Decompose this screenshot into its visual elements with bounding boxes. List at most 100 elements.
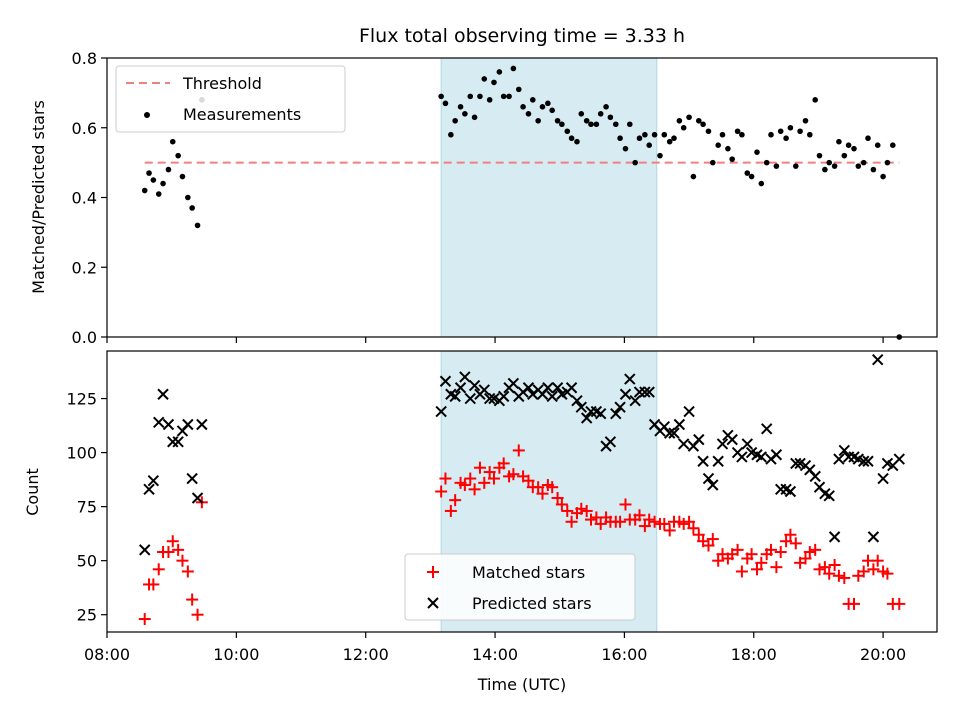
measurement-point: [860, 159, 867, 166]
predicted-star-point: [610, 407, 622, 420]
predicted-star-point: [760, 423, 773, 435]
predicted-star-point: [565, 382, 578, 394]
predicted-star-point: [673, 418, 686, 431]
measurement-point: [622, 145, 629, 152]
matched-star-point: [594, 517, 607, 530]
matched-star-point: [867, 563, 880, 576]
y-tick-label: 0.0: [72, 328, 97, 347]
matched-star-point: [784, 528, 797, 541]
predicted-star-point: [575, 401, 587, 413]
matched-star-point: [828, 558, 841, 571]
matched-star-point: [478, 476, 491, 489]
measurement-point: [593, 121, 600, 128]
predicted-star-point: [877, 472, 889, 485]
predicted-star-point: [770, 449, 783, 461]
measurement-point: [822, 166, 828, 173]
y-tick-label: 0.8: [72, 49, 97, 68]
matched-star-point: [823, 567, 836, 580]
predicted-star-point: [707, 479, 719, 491]
predicted-star-point: [162, 418, 175, 431]
matched-star-point: [497, 457, 510, 470]
top-panel: 0.00.20.40.60.8 Matched/Predicted stars …: [29, 49, 938, 347]
measurement-point: [744, 170, 751, 176]
predicted-star-point: [833, 453, 845, 465]
matched-star-point: [677, 517, 690, 530]
matched-star-point: [176, 554, 189, 567]
predicted-star-point: [464, 392, 476, 405]
matched-star-point: [512, 444, 525, 457]
matched-star-point: [813, 563, 826, 576]
measurement-point: [141, 187, 148, 194]
measurement-point: [578, 111, 585, 117]
matched-star-point: [483, 466, 496, 479]
matched-star-point: [838, 571, 851, 584]
top-y-axis-ticks: 0.0 0.2 0.4 0.6 0.8: [72, 49, 107, 347]
predicted-star-point: [663, 427, 676, 439]
matched-star-point: [565, 515, 578, 528]
measurement-point: [636, 135, 643, 142]
measurement-point: [763, 159, 770, 166]
matched-star-point: [702, 539, 715, 552]
y-tick-label: 0.6: [72, 119, 97, 138]
measurement-point: [617, 135, 623, 142]
matched-star-point: [648, 515, 661, 528]
measurement-point: [826, 159, 833, 166]
matched-star-point: [584, 513, 597, 526]
measurement-point: [855, 163, 862, 169]
matched-star-point: [818, 561, 831, 574]
predicted-star-point: [439, 375, 452, 387]
predicted-star-point: [784, 485, 797, 498]
measurement-point: [890, 142, 896, 148]
predicted-star-point: [182, 418, 194, 431]
measurement-point: [467, 93, 474, 100]
predicted-star-point: [624, 373, 636, 385]
legend-predicted-label: Predicted stars: [472, 594, 592, 613]
predicted-star-point: [726, 433, 738, 446]
predicted-star-point: [435, 405, 447, 418]
measurement-point: [477, 93, 483, 100]
predicted-star-point: [677, 438, 690, 450]
matched-star-point: [848, 597, 860, 610]
measurement-point: [666, 138, 673, 145]
x-tick-label: 18:00: [731, 645, 777, 664]
measurement-point: [607, 114, 614, 121]
predicted-star-point: [478, 384, 490, 396]
y-tick-label: 0.2: [72, 258, 97, 277]
predicted-star-point: [872, 353, 884, 366]
predicted-stars-points: [139, 353, 905, 556]
measurement-point: [169, 138, 176, 145]
legend-predicted-swatch: [427, 597, 439, 609]
measurement-point: [715, 142, 721, 148]
x-tick-label: 14:00: [472, 645, 518, 664]
measurement-point: [705, 128, 712, 135]
measurement-point: [491, 79, 497, 86]
measurement-point: [545, 100, 551, 107]
measurement-point: [486, 97, 493, 103]
predicted-star-point: [668, 427, 680, 439]
measurement-point: [612, 121, 619, 128]
matched-star-point: [893, 597, 906, 610]
measurement-point: [646, 142, 652, 148]
measurement-point: [442, 100, 449, 107]
measurement-point: [792, 163, 799, 169]
measurement-point: [506, 93, 512, 100]
matched-star-point: [551, 491, 564, 504]
measurement-point: [189, 205, 195, 211]
predicted-star-point: [522, 382, 535, 394]
measurement-point: [626, 121, 633, 128]
predicted-star-point: [147, 474, 160, 487]
predicted-star-point: [571, 395, 583, 407]
predicted-star-point: [790, 457, 802, 470]
y-tick-label: 0.4: [72, 189, 97, 208]
matched-star-point: [614, 515, 627, 528]
measurement-point: [150, 177, 157, 183]
bottom-panel: 25 50 75 100 125 08:00 10:00 12:00 14:00 16:00 18…: [23, 350, 938, 694]
matched-star-point: [619, 498, 632, 511]
measurement-point: [496, 69, 503, 75]
figure-title: Flux total observing time = 3.33 h: [359, 25, 685, 47]
measurement-point: [690, 173, 697, 180]
predicted-star-point: [867, 531, 880, 543]
bottom-axes-frame: [106, 350, 938, 633]
predicted-star-point: [857, 455, 870, 467]
measurement-point: [448, 131, 454, 138]
